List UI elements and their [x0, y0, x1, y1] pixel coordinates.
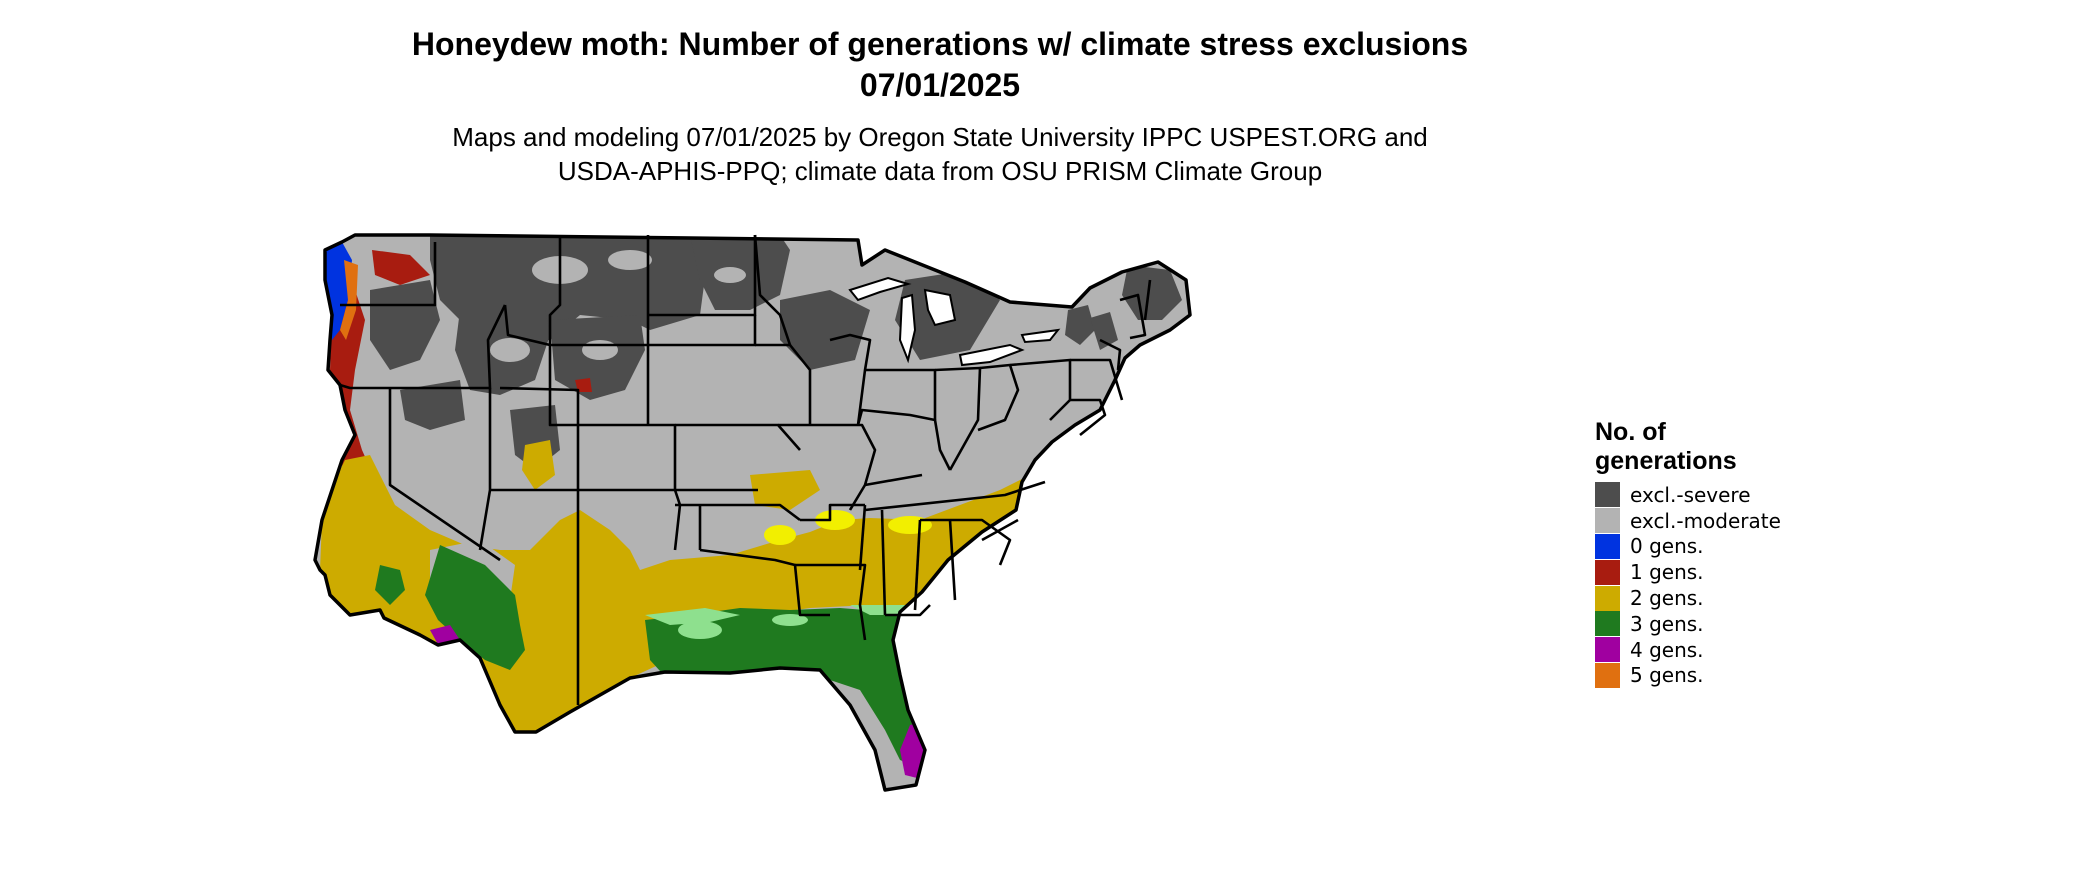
legend-label: excl.-severe [1630, 482, 1751, 507]
legend-label: 2 gens. [1630, 586, 1704, 611]
legend-swatch [1595, 637, 1620, 663]
subtitle-line-1: Maps and modeling 07/01/2025 by Oregon S… [452, 122, 1428, 152]
legend-swatch [1595, 533, 1620, 559]
conus-outline [313, 233, 1192, 792]
legend-swatch [1595, 611, 1620, 637]
legend-swatch [1595, 482, 1620, 508]
legend-items: excl.-severe excl.-moderate 0 gens. 1 gens.… [1595, 482, 1795, 688]
legend-item: 0 gens. [1595, 533, 1795, 560]
legend-item: 1 gens. [1595, 559, 1795, 585]
legend-swatch [1595, 559, 1620, 585]
map-subtitle: Maps and modeling 07/01/2025 by Oregon S… [0, 120, 1880, 188]
zone-excl-moderate [490, 250, 746, 362]
subtitle-line-2: USDA-APHIS-PPQ; climate data from OSU PR… [557, 156, 1323, 186]
legend-label: 5 gens. [1630, 663, 1704, 688]
conus-map [313, 233, 1192, 792]
legend-label: excl.-moderate [1630, 508, 1781, 533]
state-borders [339, 234, 1152, 705]
conus-land [315, 235, 1190, 790]
legend-item: 2 gens. [1595, 585, 1795, 611]
legend-item: 4 gens. [1595, 637, 1795, 663]
title-line-1: Honeydew moth: Number of generations w/ … [411, 26, 1469, 62]
legend-label: 4 gens. [1630, 637, 1704, 662]
legend: No. of generations excl.-severe excl.-mod… [1595, 418, 1795, 688]
great-lakes [848, 276, 1061, 367]
legend-label: 3 gens. [1630, 611, 1704, 636]
legend-item: excl.-moderate [1595, 508, 1795, 534]
legend-swatch [1595, 662, 1620, 688]
legend-swatch [1595, 508, 1620, 534]
legend-item: 3 gens. [1595, 611, 1795, 637]
zone-5-gen-edge [340, 260, 358, 340]
map-title: Honeydew moth: Number of generations w/ … [0, 24, 1880, 106]
legend-label: 1 gens. [1630, 560, 1704, 585]
legend-item: excl.-severe [1595, 482, 1795, 508]
legend-title: No. of generations [1595, 418, 1737, 475]
title-line-2: 07/01/2025 [859, 67, 1021, 103]
legend-label: 0 gens. [1630, 534, 1704, 559]
legend-item: 5 gens. [1595, 662, 1795, 689]
legend-swatch [1595, 585, 1620, 611]
